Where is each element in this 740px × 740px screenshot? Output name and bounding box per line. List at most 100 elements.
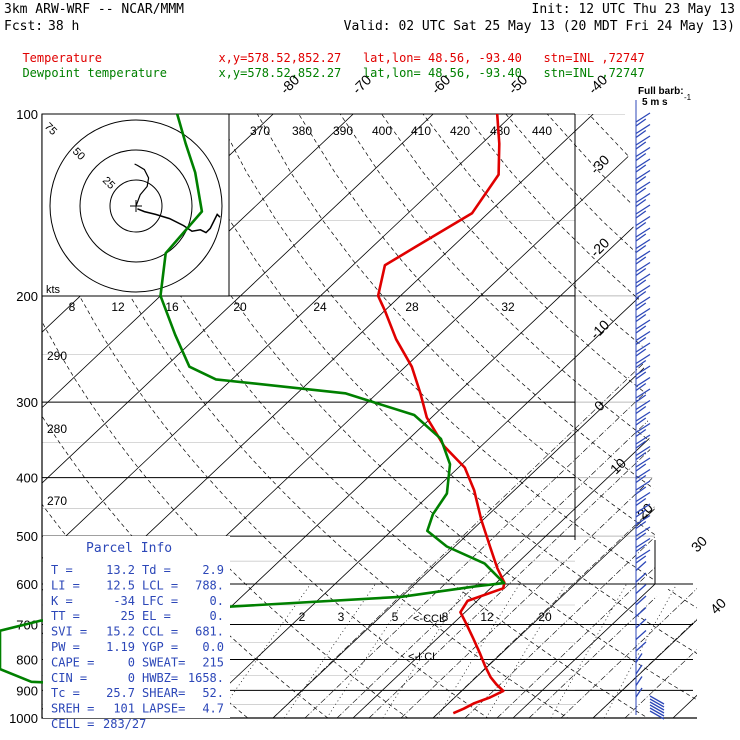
legend-dewpoint: Dewpoint temperature — [8, 52, 167, 80]
legend-temperature-info: x,y=578.52,852.27 lat,lon= 48.56, -93.40… — [204, 37, 644, 65]
wind-barb-flag — [635, 445, 651, 457]
wind-barb-flag — [635, 486, 647, 495]
wind-barb-flag — [635, 676, 643, 686]
isotherm--70 — [42, 114, 434, 718]
isotherm-10 — [432, 114, 697, 718]
wind-barb-flag — [635, 198, 647, 208]
wind-barb-flag — [635, 187, 647, 196]
dry-adiabat-380 — [381, 114, 697, 718]
wind-barb-flag — [635, 417, 647, 426]
dry-adiabat-410 — [505, 114, 697, 718]
pressure-tick-200: 200 — [16, 289, 38, 304]
equiv-label-28: 28 — [405, 300, 419, 314]
forecast-hour: 38 h — [48, 19, 80, 34]
pressure-tick-600: 600 — [16, 577, 38, 592]
wind-barb-flag — [635, 491, 651, 503]
moist-adiabat-30 — [592, 295, 697, 718]
equiv-label-24: 24 — [313, 300, 327, 314]
parcel-row-value-2: -34 — [113, 594, 135, 608]
parcel-row-label2-2: LFC = — [142, 594, 178, 608]
parcel-row-value2-0: 2.9 — [202, 563, 224, 577]
full-barb-exponent: -1 — [684, 93, 692, 102]
wind-barb-flag — [635, 365, 651, 376]
pressure-tick-500: 500 — [16, 529, 38, 544]
dry-adiabat-400 — [464, 114, 697, 718]
wind-barb-flag — [635, 192, 651, 204]
pressure-tick-400: 400 — [16, 471, 38, 486]
parcel-row-value-4: 15.2 — [106, 625, 135, 639]
legend-temperature-label: Temperature — [22, 51, 102, 65]
wind-barb-flag — [635, 307, 651, 319]
wind-barb-flag — [635, 371, 647, 380]
pressure-tick-900: 900 — [16, 683, 38, 698]
parcel-row-label-7: CIN = — [51, 671, 87, 685]
wind-barb-flag — [635, 497, 647, 507]
wind-barb-flag — [635, 273, 651, 284]
wind-barb-low — [649, 695, 665, 705]
wind-barb-low — [649, 698, 665, 708]
wind-barb-flag — [635, 664, 643, 675]
mixing-label-8: 8 — [442, 610, 449, 624]
isotherm-label-30: 30 — [688, 533, 710, 555]
mixing-label-20: 20 — [538, 610, 552, 624]
temperature-profile — [376, 113, 506, 715]
dry-adiabat-310 — [91, 114, 670, 718]
theta-label-280: 280 — [47, 422, 67, 436]
forecast-label: Fcst: — [4, 19, 44, 34]
wind-barb-flag — [635, 256, 647, 265]
wind-barb-flag — [635, 422, 651, 434]
wind-barb-flag — [635, 532, 647, 541]
moist-adiabat-22 — [528, 295, 697, 718]
wind-barb-flag — [635, 399, 651, 411]
wind-barb-flag — [635, 572, 647, 583]
wind-barb-flag — [635, 146, 651, 158]
isotherm-label-10: 10 — [607, 455, 629, 477]
dry-adiabat-330 — [174, 114, 697, 718]
wind-barb-flag — [635, 279, 647, 288]
dry-adiabat-300 — [49, 114, 589, 718]
wind-barb-flag — [635, 261, 651, 273]
parcel-row-label-0: T = — [51, 563, 73, 577]
wind-barb-flag — [635, 123, 651, 135]
wind-barb-flag — [635, 129, 647, 139]
parcel-row-label2-7: HWBZ= — [142, 671, 178, 685]
parcel-row-label2-5: YGP = — [142, 640, 178, 654]
wind-barb-low — [649, 701, 665, 711]
wind-barb-flag — [635, 451, 647, 461]
parcel-row-value2-6: 215 — [202, 655, 224, 669]
theta-label-420: 420 — [450, 124, 470, 138]
wind-barb-flag — [635, 641, 647, 652]
wind-barb-flag — [635, 158, 651, 169]
wind-barb-flag — [635, 653, 643, 663]
isotherm-label--20: -20 — [587, 234, 613, 260]
mixing-label-3: 3 — [338, 610, 345, 624]
wind-barb-flag — [635, 325, 647, 334]
wind-barb-flag — [635, 164, 647, 173]
parcel-row-value2-8: 52. — [202, 686, 224, 700]
wind-barb-flag — [635, 353, 651, 365]
wind-barb-flag — [635, 607, 647, 617]
parcel-row-label-3: TT = — [51, 609, 80, 623]
moist-adiabat--6 — [304, 295, 697, 718]
mixing-ratio-3 — [326, 583, 416, 718]
parcel-row-value2-1: 788. — [195, 578, 224, 592]
isotherm--20 — [192, 114, 697, 718]
theta-label-290: 290 — [47, 349, 67, 363]
parcel-row-label-10: CELL = — [51, 717, 94, 731]
wind-barb-flag — [635, 630, 647, 640]
dry-adiabat-450 — [671, 114, 697, 718]
wind-barb-flag — [635, 342, 651, 353]
theta-label-410: 410 — [411, 124, 431, 138]
wind-barb-low — [649, 707, 665, 717]
parcel-row-label-8: Tc = — [51, 686, 80, 700]
parcel-row-label-1: LI = — [51, 578, 80, 592]
parcel-row-label-6: CAPE = — [51, 655, 94, 669]
wind-barb-flag — [635, 284, 651, 296]
parcel-row-label-5: PW = — [51, 640, 80, 654]
moist-adiabat--2 — [336, 295, 697, 718]
moist-adiabat-6 — [400, 295, 697, 718]
isotherm--60 — [42, 114, 514, 718]
ccl-marker: <-CCL — [413, 613, 445, 625]
isotherm-label--50: -50 — [505, 71, 531, 97]
wind-barb-flag — [635, 509, 647, 518]
